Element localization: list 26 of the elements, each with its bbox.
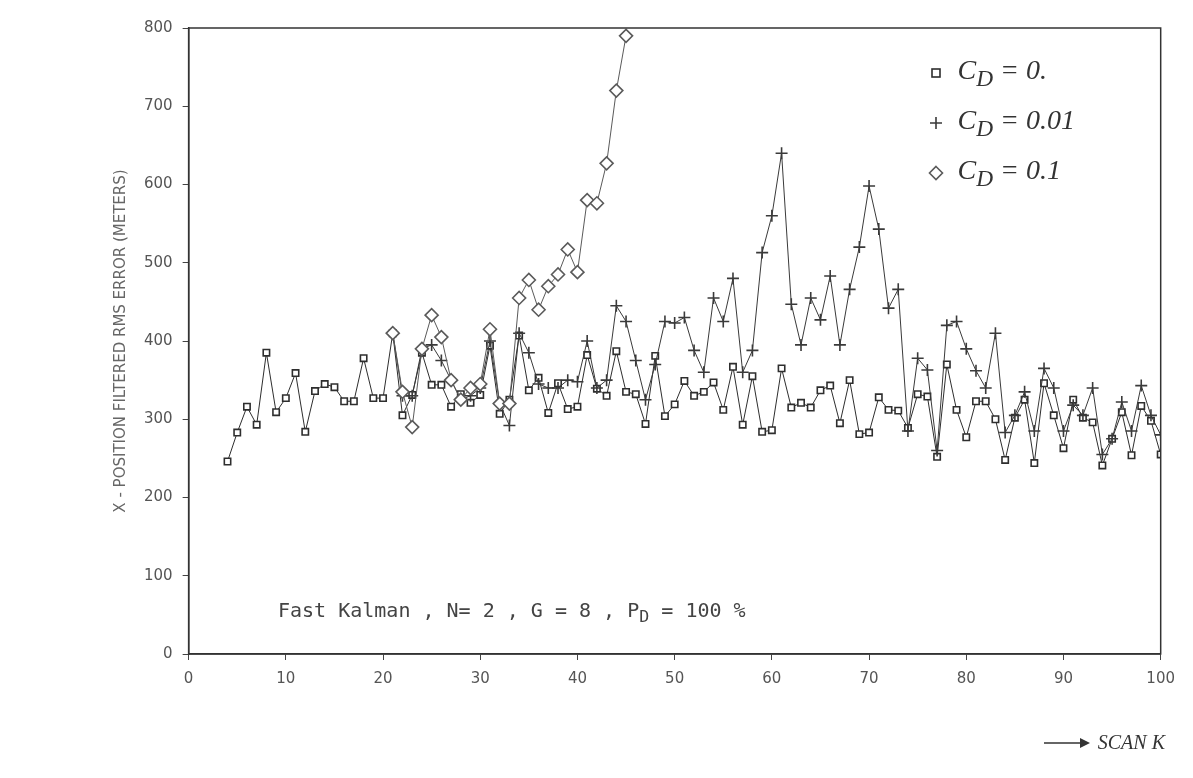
y-tick-label: 200 — [143, 487, 173, 506]
y-tick-label: 800 — [143, 17, 173, 36]
x-tick-label: 70 — [859, 668, 879, 687]
x-tick-label: 80 — [956, 668, 976, 687]
x-tick-label: 90 — [1053, 668, 1074, 687]
legend-label: C$_{D}$ = 0. — [957, 54, 1047, 92]
x-tick-label: 50 — [665, 668, 685, 687]
x-axis-title: SCAN K — [1097, 731, 1165, 754]
annotation: Fast Kalman , N= 2 , G = 8 , P$_{D}$ = 100 % — [278, 598, 746, 626]
y-tick-label: 500 — [143, 252, 173, 271]
y-tick-label: 700 — [143, 96, 173, 115]
x-tick-label: 100 — [1146, 668, 1176, 687]
y-tick-label: 300 — [143, 409, 173, 428]
x-tick-label: 10 — [276, 668, 296, 687]
x-tick-label: 20 — [373, 668, 393, 687]
y-tick-label: 100 — [143, 565, 173, 584]
x-tick-label: 60 — [762, 668, 782, 687]
y-tick-label: 400 — [143, 330, 173, 349]
legend-label: C$_{D}$ = 0.1 — [957, 154, 1061, 192]
y-tick-label: 600 — [143, 174, 173, 193]
x-tick-label: 0 — [183, 668, 194, 687]
y-axis-title: X - POSITION FILTERED RMS ERROR (METERS) — [110, 169, 129, 513]
legend-label: C$_{D}$ = 0.01 — [957, 104, 1075, 142]
x-tick-label: 30 — [470, 668, 490, 687]
x-tick-label: 40 — [567, 668, 587, 687]
y-tick-label: 0 — [163, 643, 173, 662]
